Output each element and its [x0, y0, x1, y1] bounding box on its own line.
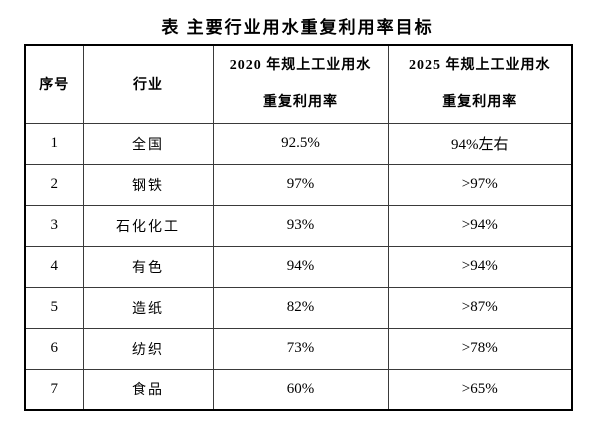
- cell-rate-2020: 82%: [212, 286, 389, 329]
- header-cell-no: 序号: [24, 44, 84, 124]
- table-row: 2 钢铁 97% >97%: [24, 163, 573, 206]
- cell-industry: 食品: [82, 368, 214, 411]
- cell-rate-2020: 93%: [212, 204, 389, 247]
- cell-no: 1: [24, 122, 84, 165]
- cell-industry: 钢铁: [82, 163, 214, 206]
- header-2025-line1: 2025 年规上工业用水: [409, 58, 551, 74]
- cell-no: 3: [24, 204, 84, 247]
- cell-rate-2025: >78%: [387, 327, 573, 370]
- table-row: 4 有色 94% >94%: [24, 245, 573, 288]
- cell-industry: 造纸: [82, 286, 214, 329]
- cell-rate-2025: >65%: [387, 368, 573, 411]
- header-cell-2025-rate: 2025 年规上工业用水 重复利用率: [387, 44, 573, 124]
- cell-rate-2025: >94%: [387, 204, 573, 247]
- cell-industry: 有色: [82, 245, 214, 288]
- table-title: 表 主要行业用水重复利用率目标: [161, 18, 434, 37]
- table-row: 6 纺织 73% >78%: [24, 327, 573, 370]
- table-row: 5 造纸 82% >87%: [24, 286, 573, 329]
- cell-no: 7: [24, 368, 84, 411]
- cell-industry: 全国: [82, 122, 214, 165]
- header-2025-line2: 重复利用率: [442, 94, 518, 110]
- cell-rate-2020: 73%: [212, 327, 389, 370]
- header-cell-2020-rate: 2020 年规上工业用水 重复利用率: [212, 44, 389, 124]
- cell-rate-2020: 97%: [212, 163, 389, 206]
- header-cell-industry: 行业: [82, 44, 214, 124]
- cell-rate-2020: 92.5%: [212, 122, 389, 165]
- cell-no: 4: [24, 245, 84, 288]
- table-row: 3 石化化工 93% >94%: [24, 204, 573, 247]
- cell-rate-2020: 94%: [212, 245, 389, 288]
- cell-industry: 纺织: [82, 327, 214, 370]
- table-row: 7 食品 60% >65%: [24, 368, 573, 411]
- cell-rate-2020: 60%: [212, 368, 389, 411]
- table-row: 1 全国 92.5% 94%左右: [24, 122, 573, 165]
- cell-rate-2025: >87%: [387, 286, 573, 329]
- cell-no: 6: [24, 327, 84, 370]
- cell-industry: 石化化工: [82, 204, 214, 247]
- header-2020-line1: 2020 年规上工业用水: [229, 58, 372, 74]
- header-2020-line2: 重复利用率: [263, 94, 338, 110]
- water-reuse-rate-table: 序号 行业 2020 年规上工业用水 重复利用率 2025 年规上工业用水 重复…: [24, 44, 573, 411]
- cell-rate-2025: >97%: [387, 163, 573, 206]
- cell-no: 5: [24, 286, 84, 329]
- cell-rate-2025: 94%左右: [387, 122, 573, 165]
- header-row: 序号 行业 2020 年规上工业用水 重复利用率 2025 年规上工业用水 重复…: [24, 44, 573, 124]
- cell-rate-2025: >94%: [387, 245, 573, 288]
- cell-no: 2: [24, 163, 84, 206]
